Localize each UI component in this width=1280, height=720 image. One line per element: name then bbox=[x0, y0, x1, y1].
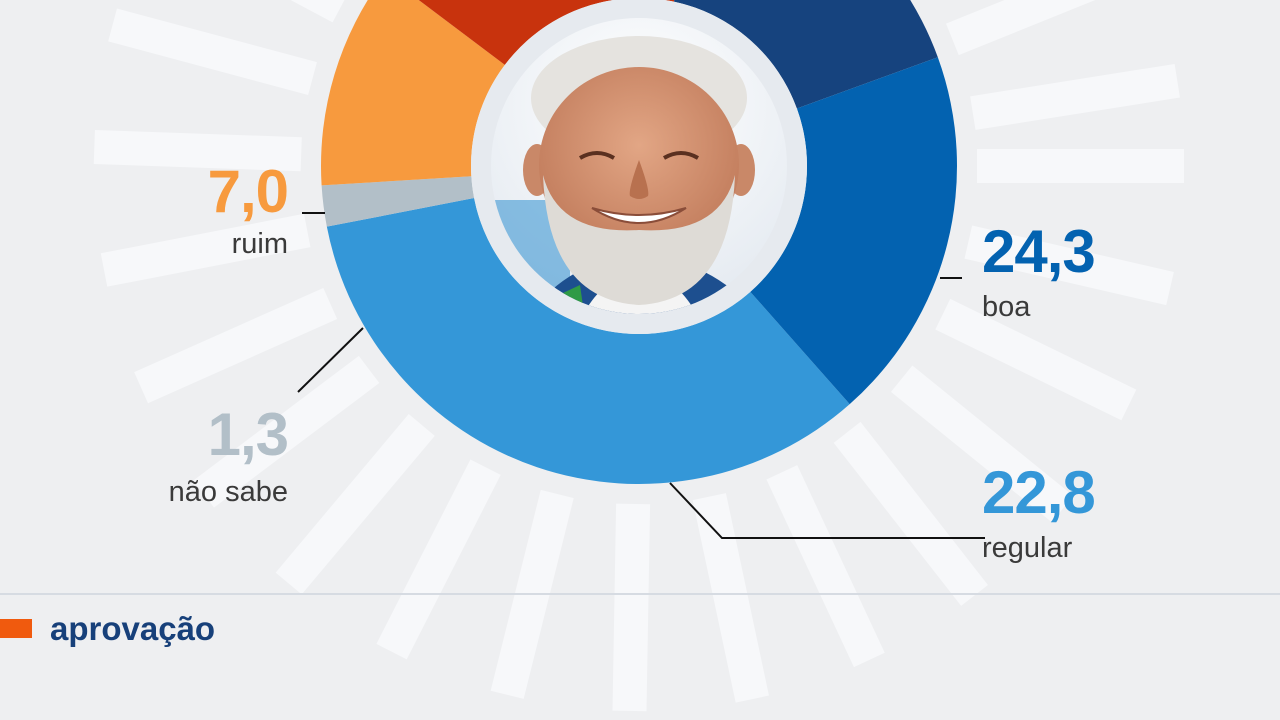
divider-line bbox=[0, 593, 1280, 595]
category-label-regular: regular bbox=[982, 532, 1073, 564]
background-ray bbox=[833, 421, 988, 606]
background-rays bbox=[93, 0, 1184, 712]
category-label-boa: boa bbox=[982, 291, 1031, 323]
donut-slice-não-sabe bbox=[321, 176, 475, 227]
background-ray bbox=[275, 413, 435, 595]
background-ray bbox=[766, 465, 885, 668]
value-label-boa: 24,3 bbox=[982, 218, 1095, 285]
legend-label: aprovação bbox=[50, 610, 216, 647]
background-ray bbox=[946, 0, 1096, 56]
background-ray bbox=[612, 503, 651, 712]
background-ray bbox=[376, 459, 501, 660]
background-ray bbox=[692, 493, 769, 703]
donut-slice-unlabeled-3 bbox=[418, 0, 675, 65]
donut-slice-ruim bbox=[321, 0, 505, 186]
background-ray bbox=[134, 287, 338, 404]
background-ray bbox=[890, 365, 1074, 523]
leader-line-regular bbox=[669, 482, 985, 539]
category-label-ruim: ruim bbox=[232, 228, 288, 260]
donut-slice-unlabeled-4 bbox=[673, 0, 938, 109]
background-ray bbox=[935, 298, 1137, 421]
background-ray bbox=[108, 8, 317, 95]
legend-swatch bbox=[0, 619, 32, 638]
donut-slice-regular bbox=[326, 198, 850, 484]
leader-lines bbox=[297, 212, 985, 539]
value-label-regular: 22,8 bbox=[982, 459, 1095, 526]
background-ray bbox=[93, 129, 302, 172]
portrait-photo bbox=[471, 0, 807, 334]
background-ray bbox=[290, 0, 345, 23]
donut-slice-boa bbox=[750, 57, 957, 405]
value-label-não-sabe: 1,3 bbox=[208, 401, 288, 468]
background-ray bbox=[193, 355, 380, 508]
background-ray bbox=[970, 63, 1180, 130]
background-ray bbox=[100, 213, 311, 287]
donut-slices bbox=[321, 0, 957, 484]
leader-line-nao-sabe bbox=[297, 327, 364, 393]
background-ray bbox=[964, 225, 1174, 306]
value-label-ruim: 7,0 bbox=[208, 158, 288, 225]
category-label-não-sabe: não sabe bbox=[169, 476, 288, 508]
